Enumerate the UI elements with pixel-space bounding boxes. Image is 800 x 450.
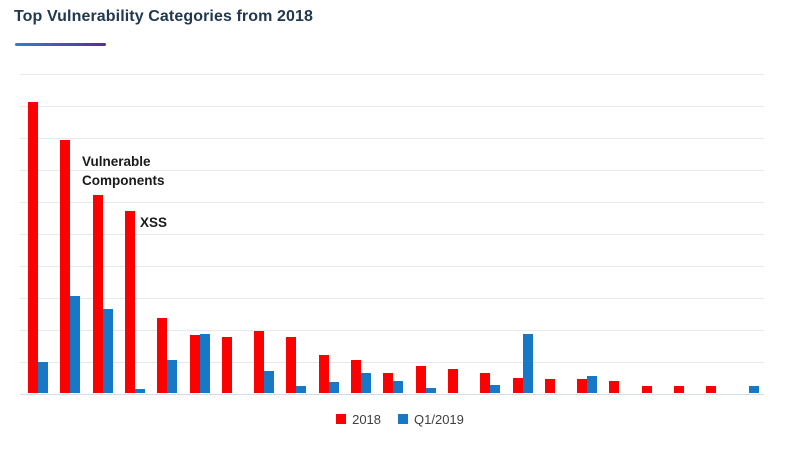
- legend-swatch: [398, 414, 409, 424]
- bar-q1-2019-group-15: [490, 385, 501, 393]
- bar-2018-group-18: [577, 379, 588, 393]
- bar-2018-group-17: [544, 379, 555, 393]
- bar-q1-2019-group-23: [748, 386, 759, 393]
- bar-2018-group-21: [674, 386, 684, 393]
- bar-2018-group-1: [28, 102, 38, 393]
- bar-q1-2019-group-9: [296, 386, 307, 393]
- bar-2018-group-15: [480, 373, 491, 393]
- gridline: [20, 170, 764, 171]
- bar-2018-group-22: [706, 386, 717, 393]
- bar-q1-2019-group-10: [328, 382, 339, 393]
- bar-2018-group-2: [60, 140, 71, 393]
- gridline: [20, 202, 764, 203]
- bar-2018-group-8: [254, 331, 265, 393]
- bar-q1-2019-group-4: [134, 389, 145, 393]
- bar-2018-group-7: [221, 337, 232, 393]
- gridline: [20, 106, 764, 107]
- legend: 2018 Q1/2019: [0, 410, 800, 428]
- gridline: [20, 298, 764, 299]
- bar-q1-2019-group-6: [199, 334, 210, 393]
- bar-q1-2019-group-1: [38, 362, 48, 393]
- x-axis-baseline: [20, 394, 764, 395]
- bar-2018-group-4: [124, 211, 135, 393]
- title-underline-accent: [15, 43, 106, 46]
- bar-q1-2019-group-3: [102, 309, 113, 393]
- legend-label: 2018: [352, 411, 382, 427]
- gridline: [20, 138, 764, 139]
- gridline: [20, 330, 764, 331]
- bar-q1-2019-group-11: [361, 373, 371, 393]
- bar-2018-group-12: [383, 373, 394, 393]
- bar-2018-group-14: [447, 369, 458, 393]
- legend-item-2018: 2018: [336, 412, 381, 427]
- bar-2018-group-5: [157, 318, 168, 393]
- legend-item-q1-2019: Q1/2019: [398, 412, 464, 427]
- annotation-vulnerable-components: Vulnerable Components: [82, 154, 165, 188]
- bar-2018-group-20: [641, 386, 652, 393]
- bar-q1-2019-group-16: [522, 334, 533, 393]
- bar-2018-group-9: [286, 337, 297, 393]
- bar-q1-2019-group-8: [264, 371, 275, 393]
- gridline: [20, 234, 764, 235]
- bar-q1-2019-group-13: [425, 388, 436, 393]
- legend-label: Q1/2019: [414, 411, 464, 427]
- bar-2018-group-10: [318, 355, 329, 393]
- gridline: [20, 74, 764, 75]
- legend-swatch: [336, 414, 347, 424]
- bar-q1-2019-group-18: [587, 376, 598, 393]
- bar-2018-group-11: [351, 360, 361, 393]
- bar-2018-group-13: [415, 366, 426, 393]
- bar-2018-group-3: [92, 195, 103, 393]
- bar-q1-2019-group-5: [167, 360, 178, 393]
- plot-area: [20, 74, 764, 395]
- gridline: [20, 266, 764, 267]
- bar-2018-group-6: [189, 335, 200, 393]
- chart-title: Top Vulnerability Categories from 2018: [14, 8, 313, 25]
- gridline: [20, 362, 764, 363]
- bar-q1-2019-group-2: [70, 296, 81, 393]
- annotation-xss: XSS: [140, 215, 168, 230]
- bar-q1-2019-group-12: [393, 381, 404, 393]
- bar-2018-group-19: [609, 381, 620, 393]
- bar-2018-group-16: [512, 378, 523, 393]
